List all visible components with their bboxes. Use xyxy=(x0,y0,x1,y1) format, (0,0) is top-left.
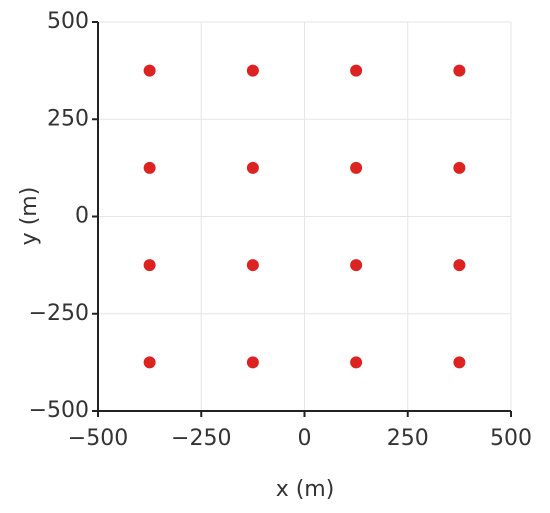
y-tick-label: 250 xyxy=(47,106,89,131)
y-axis-label: y (m) xyxy=(17,187,42,246)
y-tick-label: 500 xyxy=(47,9,89,34)
point xyxy=(246,64,259,77)
point xyxy=(246,259,259,272)
point xyxy=(143,161,156,174)
point xyxy=(143,259,156,272)
point xyxy=(143,64,156,77)
point xyxy=(453,356,466,369)
x-tick-label: 0 xyxy=(298,426,312,451)
point xyxy=(350,161,363,174)
x-axis-label: x (m) xyxy=(276,477,335,502)
y-tick-label: −500 xyxy=(29,398,89,423)
x-tick-label: 250 xyxy=(387,426,429,451)
point xyxy=(453,259,466,272)
point xyxy=(246,356,259,369)
x-tick-label: 500 xyxy=(490,426,532,451)
point xyxy=(350,356,363,369)
point xyxy=(453,161,466,174)
point xyxy=(350,64,363,77)
point xyxy=(143,356,156,369)
point xyxy=(350,259,363,272)
x-tick-label: −250 xyxy=(171,426,231,451)
point xyxy=(453,64,466,77)
point xyxy=(246,161,259,174)
y-tick-label: 0 xyxy=(75,204,89,229)
x-tick-label: −500 xyxy=(68,426,128,451)
y-tick-label: −250 xyxy=(29,301,89,326)
